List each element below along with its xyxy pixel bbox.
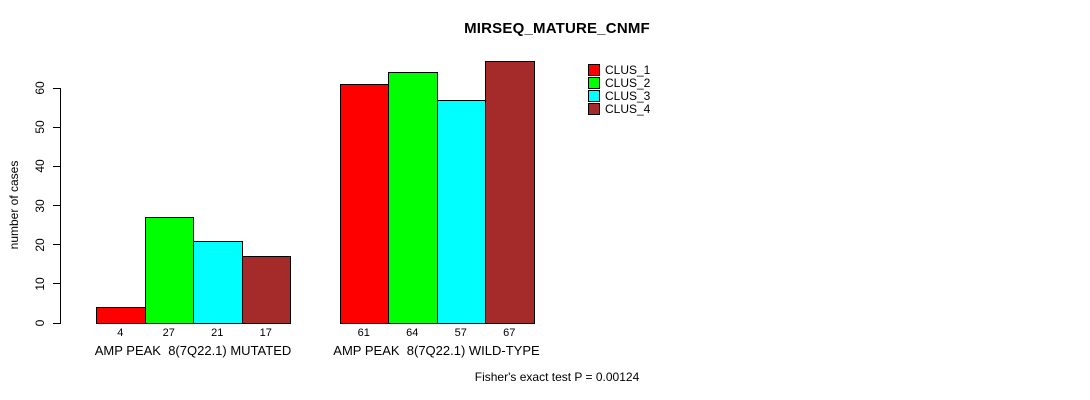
bar-value-label: 64 <box>406 327 419 339</box>
legend-swatch-clus_2 <box>588 77 600 89</box>
bar-value-label: 27 <box>162 327 175 339</box>
bar-value-label: 67 <box>503 327 516 339</box>
y-tick-label: 30 <box>33 198 47 213</box>
bar-clus_4-group2 <box>485 60 535 324</box>
y-tick-mark <box>53 165 61 167</box>
y-tick-mark <box>53 205 61 206</box>
y-tick-mark <box>53 126 61 128</box>
legend-swatch-clus_4 <box>588 103 600 115</box>
legend-label-clus_4: CLUS_4 <box>605 102 651 116</box>
category-label-group2: AMP PEAK 8(7Q22.1) WILD-TYPE <box>333 343 540 358</box>
bar-clus_2-group2 <box>388 72 438 324</box>
bar-clus_4-group1 <box>241 256 291 324</box>
bar-value-label: 17 <box>259 327 272 339</box>
y-tick-mark <box>53 283 61 285</box>
y-tick-label: 60 <box>33 81 47 95</box>
y-tick-label: 40 <box>33 159 47 174</box>
y-axis-label: number of cases <box>7 160 21 250</box>
y-tick-mark <box>53 244 61 246</box>
bar-clus_1-group2 <box>339 84 389 324</box>
legend-label-clus_3: CLUS_3 <box>605 89 651 103</box>
y-tick-label: 50 <box>33 120 47 134</box>
bar-value-label: 57 <box>454 327 467 339</box>
bar-clus_3-group2 <box>436 99 486 324</box>
y-axis-line <box>60 88 61 324</box>
legend-swatch-clus_3 <box>588 90 600 102</box>
legend-label-clus_2: CLUS_2 <box>605 76 651 90</box>
stat-annotation: Fisher's exact test P = 0.00124 <box>474 370 640 384</box>
y-tick-mark <box>53 87 61 89</box>
legend-label-clus_1: CLUS_1 <box>605 63 651 77</box>
bar-clus_1-group1 <box>96 307 146 324</box>
bar-value-label: 21 <box>211 327 224 339</box>
y-tick-label: 20 <box>33 237 47 252</box>
bar-clus_2-group1 <box>144 217 194 324</box>
y-tick-mark <box>53 322 61 324</box>
bar-clus_3-group1 <box>193 240 243 324</box>
bar-value-label: 61 <box>357 327 370 339</box>
category-label-group1: AMP PEAK 8(7Q22.1) MUTATED <box>94 343 292 358</box>
legend-swatch-clus_1 <box>588 64 600 76</box>
y-tick-label: 0 <box>33 319 47 327</box>
y-tick-label: 10 <box>33 277 47 291</box>
chart-title: MIRSEQ_MATURE_CNMF <box>464 20 650 37</box>
bar-value-label: 4 <box>117 327 124 339</box>
